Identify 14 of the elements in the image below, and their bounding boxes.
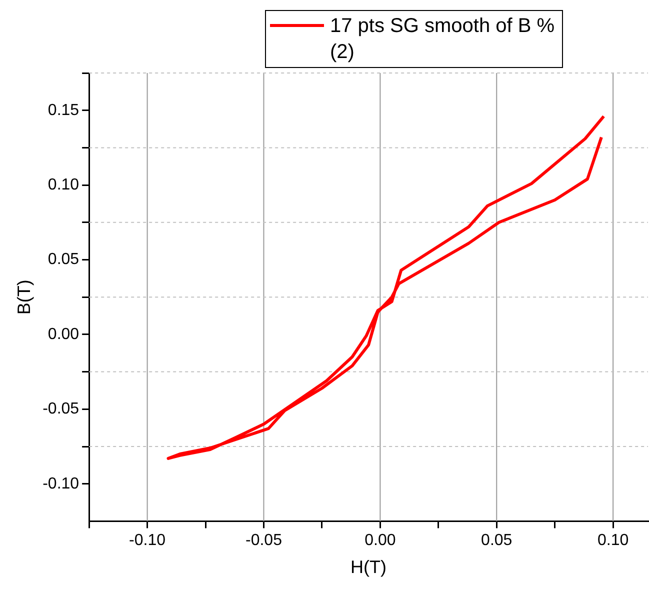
y-tick-label: 0.05 [48, 251, 80, 268]
x-tick-label: 0.10 [597, 532, 629, 550]
y-tick-label: -0.05 [42, 400, 80, 418]
y-tick-label: -0.10 [42, 475, 80, 492]
y-tick-label: 0.15 [48, 102, 80, 119]
x-tick-label: -0.05 [246, 532, 282, 550]
x-tick-label: -0.10 [129, 532, 166, 550]
x-axis-title: H(T) [350, 557, 387, 578]
y-tick-label: 0.10 [48, 176, 80, 194]
x-tick-label: 0.05 [481, 532, 512, 550]
y-axis-title: B(T) [14, 280, 34, 315]
x-tick-label: 0.00 [364, 532, 396, 550]
y-tick-label: 0.00 [48, 326, 80, 343]
legend-label: 17 pts SG smooth of B % (2) [330, 14, 556, 65]
